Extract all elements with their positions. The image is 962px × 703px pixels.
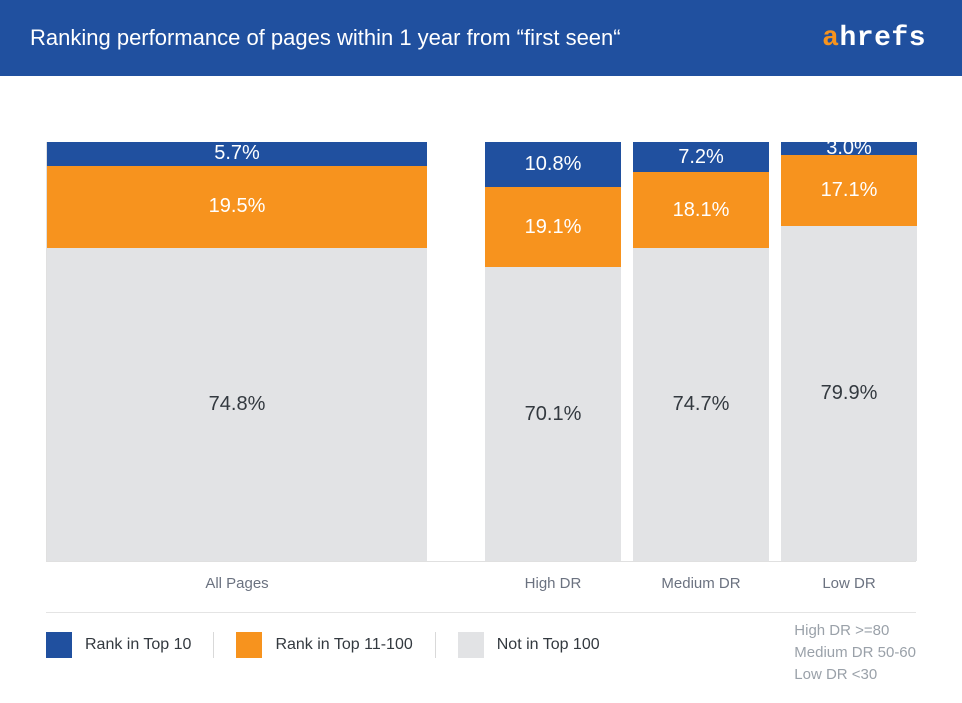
legend-swatch	[458, 632, 484, 658]
bar-group: 5.7%19.5%74.8%All Pages	[47, 142, 427, 561]
bar-caption: Low DR	[781, 561, 917, 592]
bar-high: 10.8%19.1%70.1%High DR	[485, 142, 621, 561]
legend-label: Rank in Top 10	[85, 636, 191, 654]
segment-value-label: 79.9%	[821, 382, 878, 405]
bar-caption: Medium DR	[633, 561, 769, 592]
segment-value-label: 70.1%	[525, 403, 582, 426]
segment-top11_100: 17.1%	[781, 155, 917, 227]
legend-notes: High DR >=80Medium DR 50-60Low DR <30	[794, 620, 916, 685]
logo-rest: hrefs	[839, 23, 926, 54]
segment-top10: 7.2%	[633, 142, 769, 172]
legend-label: Rank in Top 11-100	[275, 636, 412, 654]
legend-divider	[46, 612, 916, 613]
bar-all: 5.7%19.5%74.8%All Pages	[47, 142, 427, 561]
legend-note-line: High DR >=80	[794, 620, 916, 642]
logo-prefix: a	[822, 23, 839, 54]
segment-value-label: 19.1%	[525, 216, 582, 239]
stacked-bar-chart: 5.7%19.5%74.8%All Pages10.8%19.1%70.1%Hi…	[46, 142, 916, 562]
segment-top11_100: 19.1%	[485, 187, 621, 267]
header: Ranking performance of pages within 1 ye…	[0, 0, 962, 76]
legend-label: Not in Top 100	[497, 636, 600, 654]
segment-top11_100: 18.1%	[633, 172, 769, 248]
segment-value-label: 7.2%	[678, 146, 724, 169]
segment-value-label: 5.7%	[214, 142, 260, 165]
bar-group: 10.8%19.1%70.1%High DR7.2%18.1%74.7%Medi…	[485, 142, 917, 561]
segment-top10: 3.0%	[781, 142, 917, 155]
legend-item: Rank in Top 10	[46, 632, 213, 658]
segment-not100: 74.8%	[47, 248, 427, 561]
segment-top10: 5.7%	[47, 142, 427, 166]
bar-caption: All Pages	[47, 561, 427, 592]
legend: Rank in Top 10 Rank in Top 11-100 Not in T…	[46, 632, 622, 658]
legend-swatch	[46, 632, 72, 658]
segment-value-label: 74.8%	[209, 393, 266, 416]
legend-item: Not in Top 100	[435, 632, 622, 658]
segment-not100: 70.1%	[485, 267, 621, 561]
legend-note-line: Low DR <30	[794, 664, 916, 686]
segment-not100: 74.7%	[633, 248, 769, 561]
legend-swatch	[236, 632, 262, 658]
segment-value-label: 18.1%	[673, 199, 730, 222]
ahrefs-logo: ahrefs	[822, 23, 926, 54]
segment-value-label: 10.8%	[525, 153, 582, 176]
segment-value-label: 17.1%	[821, 179, 878, 202]
segment-value-label: 74.7%	[673, 393, 730, 416]
segment-top11_100: 19.5%	[47, 166, 427, 248]
segment-not100: 79.9%	[781, 226, 917, 561]
segment-top10: 10.8%	[485, 142, 621, 187]
segment-value-label: 19.5%	[209, 195, 266, 218]
bar-caption: High DR	[485, 561, 621, 592]
bar-medium: 7.2%18.1%74.7%Medium DR	[633, 142, 769, 561]
legend-item: Rank in Top 11-100	[213, 632, 434, 658]
bar-low: 3.0%17.1%79.9%Low DR	[781, 142, 917, 561]
legend-note-line: Medium DR 50-60	[794, 642, 916, 664]
page-title: Ranking performance of pages within 1 ye…	[30, 25, 621, 51]
